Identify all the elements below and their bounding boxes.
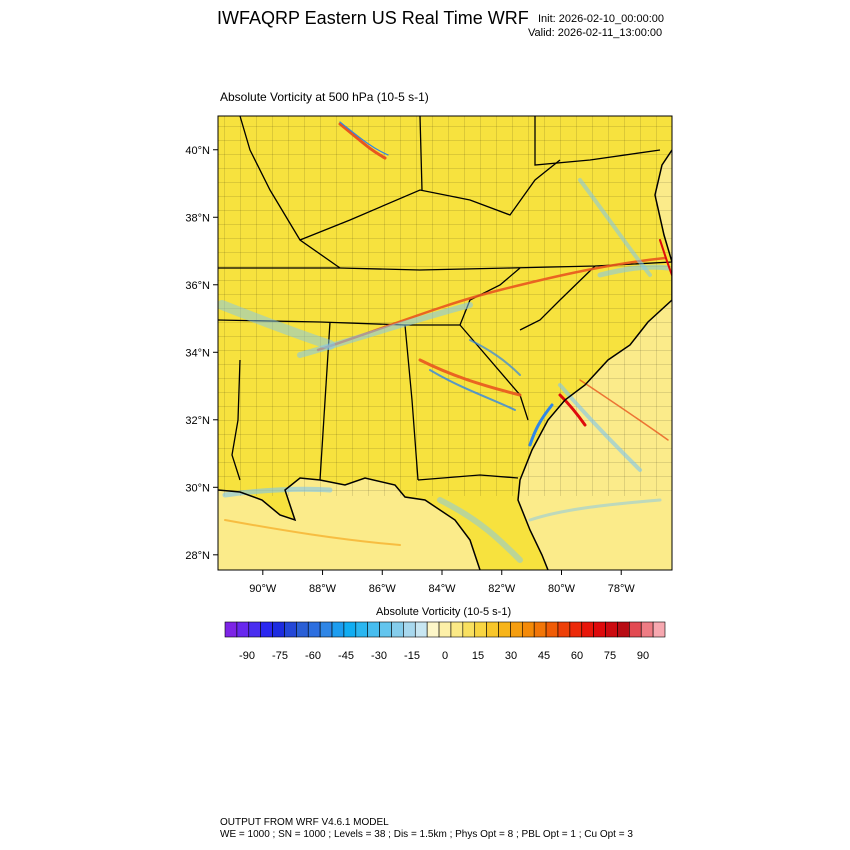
colorbar-tick-label: 15 [472,650,484,662]
lon-tick-label: 82°W [488,583,516,595]
lat-tick-label: 36°N [185,280,210,292]
colorbar-swatch [248,621,261,638]
lon-tick-label: 84°W [428,583,456,595]
main-title: IWFAQRP Eastern US Real Time WRF [217,8,529,28]
latitude-axis: 40°N 38°N 36°N 34°N 32°N 30°N 28°N [185,145,218,562]
colorbar-swatch [569,621,583,638]
valid-time: Valid: 2026-02-11_13:00:00 [528,27,663,39]
colorbar-swatch [521,621,535,638]
lon-tick-label: 80°W [548,583,576,595]
lon-tick-label: 90°W [249,583,277,595]
colorbar-swatch [510,621,523,638]
colorbar-swatch [629,621,642,638]
colorbar-tick-label: -15 [404,650,420,662]
colorbar-swatch [272,621,285,638]
colorbar-swatch [426,621,440,638]
field-title: Absolute Vorticity at 500 hPa (10-5 s-1) [220,90,429,104]
colorbar-swatch [593,621,606,638]
lat-tick-label: 32°N [185,415,210,427]
colorbar-tick-label: 45 [538,650,550,662]
colorbar-swatch [557,621,571,638]
lat-tick-label: 28°N [185,550,210,562]
colorbar-swatch [486,621,499,638]
colorbar-swatch [403,621,416,638]
lat-tick-label: 30°N [185,482,210,494]
longitude-axis: 90°W 88°W 86°W 84°W 82°W 80°W 78°W [249,570,635,595]
colorbar-swatch [498,621,511,638]
colorbar-swatch [367,621,380,638]
colorbar-swatch [296,621,309,638]
colorbar-tick-label: -45 [338,650,354,662]
init-time: Init: 2026-02-10_00:00:00 [538,13,664,25]
colorbar-tick-label: -75 [272,650,288,662]
colorbar: -90 -75 -60 -45 -30 -15 0 15 30 45 60 75 90 [224,621,666,662]
lon-tick-label: 88°W [309,583,337,595]
colorbar-tick-label: 75 [604,650,616,662]
colorbar-swatch [617,621,630,638]
colorbar-swatch [343,621,357,638]
colorbar-swatch [474,621,487,638]
colorbar-swatch [307,621,321,638]
colorbar-swatch [640,621,654,638]
colorbar-swatch [260,621,273,638]
colorbar-swatch [581,621,594,638]
lon-tick-label: 86°W [369,583,397,595]
map-frame [217,115,673,571]
colorbar-title: Absolute Vorticity (10-5 s-1) [376,606,512,618]
colorbar-swatch [533,621,547,638]
colorbar-tick-label: 0 [442,650,448,662]
model-info-line-1: OUTPUT FROM WRF V4.6.1 MODEL [220,817,389,828]
colorbar-swatch [391,621,404,638]
colorbar-swatch [462,621,476,638]
colorbar-swatch [652,621,666,638]
colorbar-tick-label: -30 [371,650,387,662]
colorbar-swatch [319,621,333,638]
colorbar-swatch [284,621,297,638]
coastline [218,149,672,570]
lat-tick-label: 34°N [185,347,210,359]
colorbar-swatch [379,621,392,638]
colorbar-tick-label: -90 [239,650,255,662]
colorbar-tick-label: -60 [305,650,321,662]
colorbar-swatch [605,621,618,638]
colorbar-swatch [450,621,464,638]
colorbar-swatch [414,621,428,638]
colorbar-swatch [331,621,345,638]
lat-tick-label: 40°N [185,145,210,157]
vorticity-bands [218,121,672,563]
colorbar-swatch [236,621,250,638]
colorbar-swatch [224,621,238,638]
lat-tick-label: 38°N [185,212,210,224]
colorbar-tick-label: 60 [571,650,583,662]
lon-tick-label: 78°W [608,583,636,595]
colorbar-tick-label: 90 [637,650,649,662]
model-info-line-2: WE = 1000 ; SN = 1000 ; Levels = 38 ; Di… [220,829,633,840]
colorbar-swatch [438,621,452,638]
colorbar-tick-label: 30 [505,650,517,662]
colorbar-swatch [355,621,369,638]
colorbar-swatch [545,621,559,638]
